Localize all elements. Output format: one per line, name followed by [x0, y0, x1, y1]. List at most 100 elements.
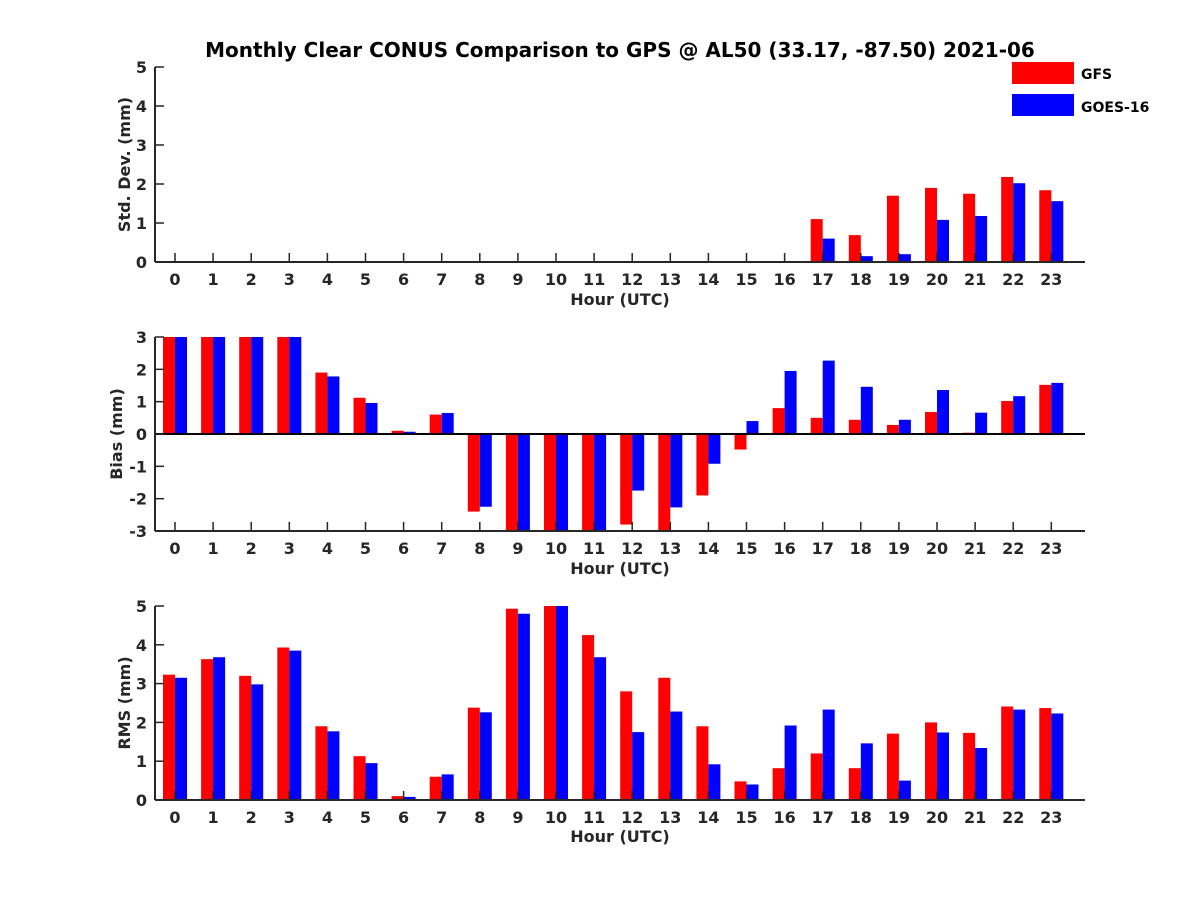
x-tick-label: 14	[697, 539, 719, 558]
bar-gfs-hour-17	[810, 219, 823, 262]
x-tick-label: 11	[583, 808, 605, 827]
x-tick-label: 4	[322, 808, 333, 827]
bar-gfs-hour-12	[620, 434, 633, 525]
bar-goes16-hour-20	[937, 732, 949, 800]
y-tick-label: 4	[136, 636, 147, 655]
bar-gfs-hour-5	[353, 756, 366, 800]
x-tick-label: 21	[964, 539, 986, 558]
bar-goes16-hour-14	[708, 764, 721, 800]
bar-goes16-hour-15	[746, 784, 759, 800]
bar-goes16-hour-9	[517, 434, 530, 531]
bar-gfs-hour-9	[505, 608, 518, 800]
bar-goes16-hour-23	[1051, 201, 1064, 262]
x-tick-label: 1	[208, 539, 219, 558]
bar-goes16-hour-7	[441, 412, 454, 434]
bar-gfs-hour-4	[315, 372, 328, 434]
x-tick-label: 0	[169, 808, 180, 827]
bar-goes16-hour-17	[822, 238, 835, 262]
x-tick-label: 7	[436, 270, 447, 289]
bar-gfs-hour-8	[467, 707, 480, 800]
bar-gfs-hour-5	[353, 397, 366, 434]
x-tick-label: 15	[735, 270, 757, 289]
bar-gfs-hour-19	[886, 195, 899, 262]
bar-goes16-hour-4	[327, 731, 340, 800]
bar-goes16-hour-3	[289, 337, 302, 434]
bar-gfs-hour-17	[810, 417, 823, 434]
x-tick-label: 10	[545, 539, 567, 558]
x-tick-label: 23	[1040, 808, 1062, 827]
bar-gfs-hour-11	[582, 635, 595, 800]
x-tick-label: 20	[926, 808, 948, 827]
x-tick-label: 15	[735, 808, 757, 827]
x-tick-label: 14	[697, 808, 719, 827]
bar-gfs-hour-16	[772, 768, 785, 800]
x-tick-label: 22	[1002, 270, 1024, 289]
bar-goes16-hour-21	[975, 412, 988, 434]
bar-goes16-hour-8	[479, 434, 492, 507]
bar-gfs-hour-0	[163, 674, 175, 800]
legend: GFS GOES-16	[1012, 62, 1149, 116]
x-tick-label: 14	[697, 270, 719, 289]
y-tick-label: 1	[136, 752, 147, 771]
legend-swatch-goes16	[1012, 94, 1074, 116]
bar-goes16-hour-22	[1013, 183, 1026, 262]
bar-gfs-hour-22	[1001, 706, 1014, 800]
y-tick-label: 3	[136, 136, 147, 155]
bar-gfs-hour-14	[696, 726, 709, 800]
bar-goes16-hour-11	[594, 657, 607, 800]
bar-goes16-hour-6	[403, 431, 416, 434]
x-tick-label: 21	[964, 270, 986, 289]
bar-gfs-hour-7	[429, 776, 442, 800]
bar-goes16-hour-1	[213, 337, 226, 434]
bar-gfs-hour-16	[772, 408, 785, 434]
bar-gfs-hour-10	[544, 434, 556, 531]
y-tick-label: 2	[136, 175, 147, 194]
x-axis-title: Hour (UTC)	[570, 559, 670, 578]
x-tick-label: 22	[1002, 539, 1024, 558]
bar-goes16-hour-0	[175, 677, 187, 800]
x-tick-label: 6	[398, 270, 409, 289]
bar-gfs-hour-20	[925, 412, 937, 434]
x-tick-label: 17	[812, 270, 834, 289]
x-tick-label: 8	[474, 270, 485, 289]
bar-goes16-hour-23	[1051, 382, 1064, 434]
y-tick-label: 0	[136, 791, 147, 810]
x-tick-label: 13	[659, 539, 681, 558]
bar-gfs-hour-11	[582, 434, 595, 531]
bar-gfs-hour-2	[239, 675, 252, 800]
x-tick-label: 19	[888, 808, 910, 827]
x-tick-label: 17	[812, 539, 834, 558]
x-tick-label: 18	[850, 270, 872, 289]
bar-gfs-hour-21	[963, 193, 976, 262]
x-tick-label: 13	[659, 270, 681, 289]
x-tick-label: 12	[621, 539, 643, 558]
y-tick-label: 1	[136, 393, 147, 412]
x-tick-label: 2	[246, 808, 257, 827]
bar-gfs-hour-22	[1001, 176, 1014, 262]
bar-gfs-hour-18	[848, 419, 861, 434]
bar-goes16-hour-19	[898, 419, 911, 434]
bar-gfs-hour-21	[963, 732, 976, 800]
x-tick-label: 3	[284, 539, 295, 558]
x-tick-label: 10	[545, 808, 567, 827]
bar-goes16-hour-19	[898, 780, 911, 800]
bar-gfs-hour-8	[467, 434, 480, 512]
legend-swatch-gfs	[1012, 62, 1074, 84]
bar-gfs-hour-18	[848, 235, 861, 262]
bar-goes16-hour-10	[556, 606, 568, 800]
bar-goes16-hour-21	[975, 215, 988, 262]
x-tick-label: 3	[284, 270, 295, 289]
bar-goes16-hour-11	[594, 434, 607, 531]
x-tick-label: 23	[1040, 539, 1062, 558]
bar-gfs-hour-12	[620, 691, 633, 800]
bar-goes16-hour-22	[1013, 396, 1026, 434]
x-tick-label: 15	[735, 539, 757, 558]
y-tick-label: 0	[136, 253, 147, 272]
bar-goes16-hour-20	[937, 219, 949, 262]
bar-goes16-hour-20	[937, 390, 949, 434]
y-tick-label: -3	[129, 522, 147, 541]
bar-gfs-hour-3	[277, 337, 290, 434]
bar-gfs-hour-13	[658, 677, 671, 800]
bar-gfs-hour-13	[658, 434, 671, 531]
